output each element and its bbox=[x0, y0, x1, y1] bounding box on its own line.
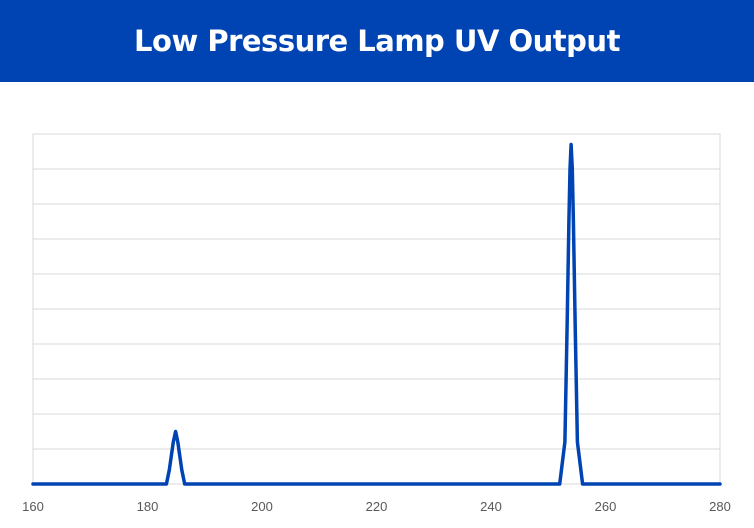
x-tick-label: 280 bbox=[709, 499, 731, 514]
title-banner: Low Pressure Lamp UV Output bbox=[0, 0, 754, 82]
chart: 160 180 200 220 240 260 280 bbox=[22, 133, 731, 514]
plot-grid bbox=[32, 133, 721, 485]
chart-title: Low Pressure Lamp UV Output bbox=[134, 24, 620, 58]
x-tick-label: 180 bbox=[137, 499, 159, 514]
x-tick-label: 160 bbox=[22, 499, 44, 514]
x-tick-label: 220 bbox=[366, 499, 388, 514]
x-axis-tick-labels: 160 180 200 220 240 260 280 bbox=[22, 499, 731, 514]
x-tick-label: 200 bbox=[251, 499, 273, 514]
plot-lines bbox=[31, 142, 722, 486]
series-line bbox=[31, 142, 722, 486]
x-tick-label: 240 bbox=[480, 499, 502, 514]
x-tick-label: 260 bbox=[595, 499, 617, 514]
